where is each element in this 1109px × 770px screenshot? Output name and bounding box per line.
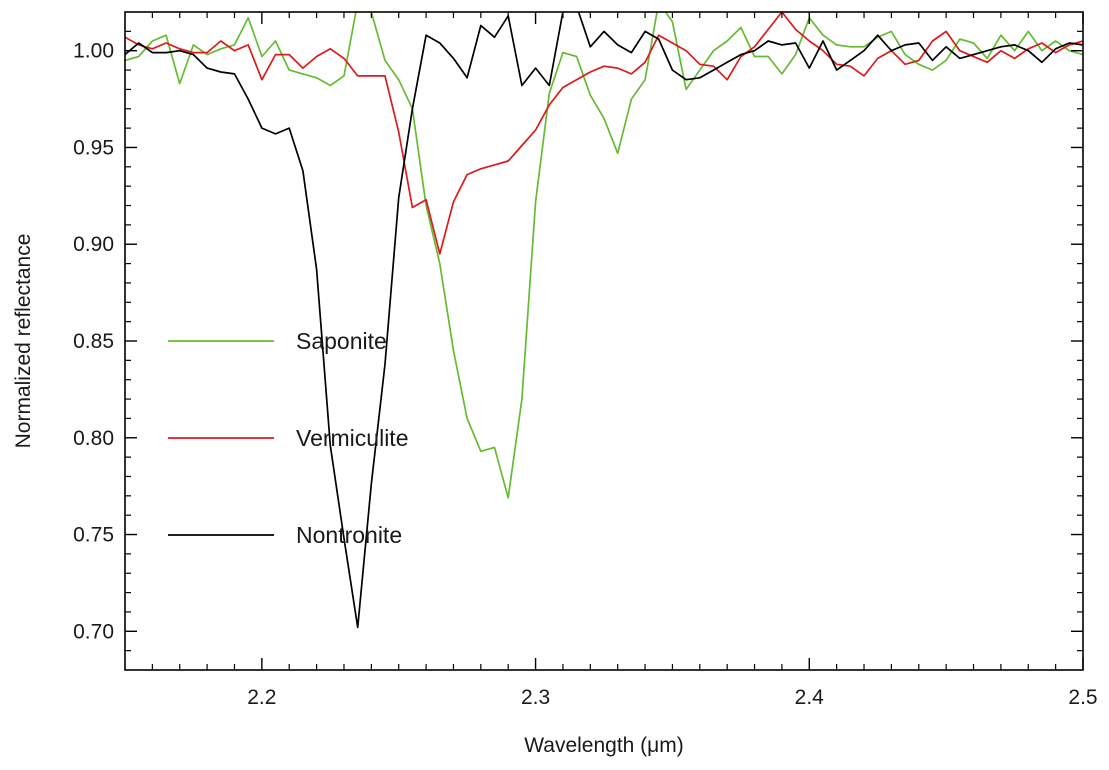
x-axis-title: Wavelength (μm) bbox=[524, 734, 684, 757]
x-tick-label: 2.3 bbox=[521, 686, 550, 709]
legend-label-saponite: Saponite bbox=[296, 328, 387, 354]
legend-label-nontronite: Nontronite bbox=[296, 522, 402, 548]
legend: Saponite Vermiculite Nontronite bbox=[168, 328, 408, 548]
y-tick-label: 0.75 bbox=[73, 524, 114, 547]
y-tick-label: 0.95 bbox=[73, 136, 114, 159]
x-tick-label: 2.2 bbox=[247, 686, 276, 709]
y-tick-label: 0.90 bbox=[73, 233, 114, 256]
series-line-nontronite bbox=[125, 12, 1083, 629]
legend-label-vermiculite: Vermiculite bbox=[296, 425, 408, 451]
ticks-layer bbox=[125, 12, 1084, 670]
x-tick-label: 2.4 bbox=[795, 686, 825, 709]
y-tick-label: 0.80 bbox=[73, 427, 114, 450]
x-tick-label: 2.5 bbox=[1068, 686, 1097, 709]
y-tick-label: 0.70 bbox=[73, 620, 114, 643]
tick-labels: 2.2 2.3 2.4 2.5 0.70 0.75 0.80 0.85 0.90 0.95 1.00 bbox=[73, 40, 1097, 709]
series-line-vermiculite bbox=[125, 12, 1083, 255]
y-tick-label: 0.85 bbox=[73, 330, 114, 353]
series-line-saponite bbox=[125, 12, 1083, 499]
y-tick-label: 1.00 bbox=[73, 40, 114, 63]
series-layer bbox=[125, 12, 1083, 629]
y-axis-title: Normalized reflectance bbox=[12, 234, 35, 449]
